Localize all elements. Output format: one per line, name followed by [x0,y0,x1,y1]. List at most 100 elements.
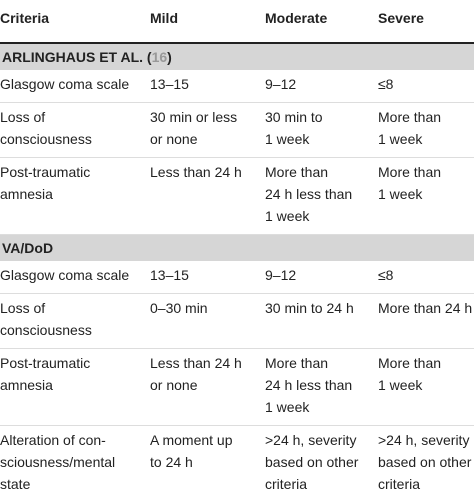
table-cell: More than 1 week [378,157,474,235]
table-cell: 13–15 [150,70,265,103]
cell-text: 13–15 [150,267,189,283]
column-header: Moderate [265,0,378,44]
cell-text: 24 h less than [265,377,353,393]
section-row: ARLINGHAUS ET AL. (16) [0,43,474,70]
section-row: VA/DoD [0,234,474,261]
cell-text: 0–30 min [150,300,208,316]
table-cell: Loss of consciousness [0,102,150,158]
cell-text: Post-traumatic [0,355,91,371]
cell-text: 30 min or less [150,109,238,125]
table-cell: 30 min or less or none [150,102,265,158]
table-row: Loss of consciousness 30 min or less or non… [0,102,474,158]
cell-text: or none [150,377,198,393]
table-cell: More than 1 week [378,348,474,426]
section-title-text: ARLINGHAUS ET AL. ( [2,49,152,65]
cell-text: More than [378,164,442,180]
table-cell: 30 min to 1 week [265,102,378,158]
cell-text: >24 h, severity [378,432,470,448]
table-row: Alteration of con-sciousness/mental state… [0,425,474,491]
cell-text: or none [150,131,198,147]
table-cell: Glasgow coma scale [0,70,150,103]
table-cell: Less than 24 h or none [150,348,265,426]
cell-text: state [0,476,31,491]
table-cell: A moment up to 24 h [150,425,265,491]
cell-text: More than [378,109,442,125]
cell-text: 1 week [265,399,310,415]
table-row: Glasgow coma scale 13–15 9–12 ≤8 [0,261,474,294]
cell-text: amnesia [0,186,53,202]
table-cell: >24 h, severity based on other criteria [265,425,378,491]
table-cell: 13–15 [150,261,265,294]
cell-text: 1 week [378,186,423,202]
table-cell: 0–30 min [150,293,265,349]
cell-text: A moment up [150,432,233,448]
cell-text: 1 week [265,131,310,147]
table-cell: Less than 24 h [150,157,265,235]
cell-text: Glasgow coma scale [0,267,130,283]
section-title: VA/DoD [0,234,474,261]
cell-text: More than [265,355,329,371]
cell-text: >24 h, severity [265,432,357,448]
column-header: Mild [150,0,265,44]
cell-text: criteria [265,476,308,491]
cell-text: amnesia [0,377,53,393]
cell-text: sciousness/mental [0,454,116,470]
table-row: Glasgow coma scale 13–15 9–12 ≤8 [0,70,474,103]
cell-text: 13–15 [150,76,189,92]
table-cell: Alteration of con-sciousness/mental state [0,425,150,491]
cell-text: More than [378,355,442,371]
section-title-end: ) [167,49,172,65]
table-cell: >24 h, severity based on other criteria [378,425,474,491]
cell-text: 1 week [265,208,310,224]
cell-text: ≤8 [378,267,394,283]
cell-text: Post-traumatic [0,164,91,180]
cell-text: consciousness [0,131,92,147]
table-cell: Glasgow coma scale [0,261,150,294]
cell-text: 1 week [378,131,423,147]
table-cell: Post-traumatic amnesia [0,348,150,426]
table-row: Post-traumatic amnesia Less than 24 h More … [0,157,474,235]
table-cell: ≤8 [378,70,474,103]
table-cell: 30 min to 24 h [265,293,378,349]
cell-text: Loss of [0,300,46,316]
cell-text: 9–12 [265,76,297,92]
cell-text: 24 h less than [265,186,353,202]
cell-text: to 24 h [150,454,193,470]
cell-text: Glasgow coma scale [0,76,130,92]
cell-text: More than 24 h [378,300,473,316]
reference: 16 [151,49,168,65]
column-header: Severe [378,0,474,44]
table-cell: More than 24 h [378,293,474,349]
cell-text: based on other [378,454,472,470]
table-cell: Post-traumatic amnesia [0,157,150,235]
section-title: ARLINGHAUS ET AL. (16) [0,43,474,70]
table-cell: 9–12 [265,261,378,294]
table-cell: More than 24 h less than 1 week [265,157,378,235]
cell-text: 1 week [378,377,423,393]
cell-text: Less than 24 h [150,355,242,371]
cell-text: Alteration of con- [0,432,106,448]
table-cell: ≤8 [378,261,474,294]
table-row: Loss of consciousness 0–30 min 30 min to 24… [0,293,474,349]
cell-text: More than [265,164,329,180]
cell-text: 30 min to [265,109,323,125]
cell-text: 9–12 [265,267,297,283]
cell-text: Less than 24 h [150,164,242,180]
column-header: Criteria [0,0,150,44]
table-row: Post-traumatic amnesia Less than 24 h or no… [0,348,474,426]
cell-text: criteria [378,476,421,491]
cell-text: Loss of [0,109,46,125]
cell-text: 30 min to 24 h [265,300,354,316]
table-cell: More than 1 week [378,102,474,158]
table-cell: Loss of consciousness [0,293,150,349]
cell-text: ≤8 [378,76,394,92]
cell-text: consciousness [0,322,92,338]
table-cell: More than 24 h less than 1 week [265,348,378,426]
header-row: Criteria Mild Moderate Severe [0,0,474,44]
table-cell: 9–12 [265,70,378,103]
cell-text: based on other [265,454,359,470]
